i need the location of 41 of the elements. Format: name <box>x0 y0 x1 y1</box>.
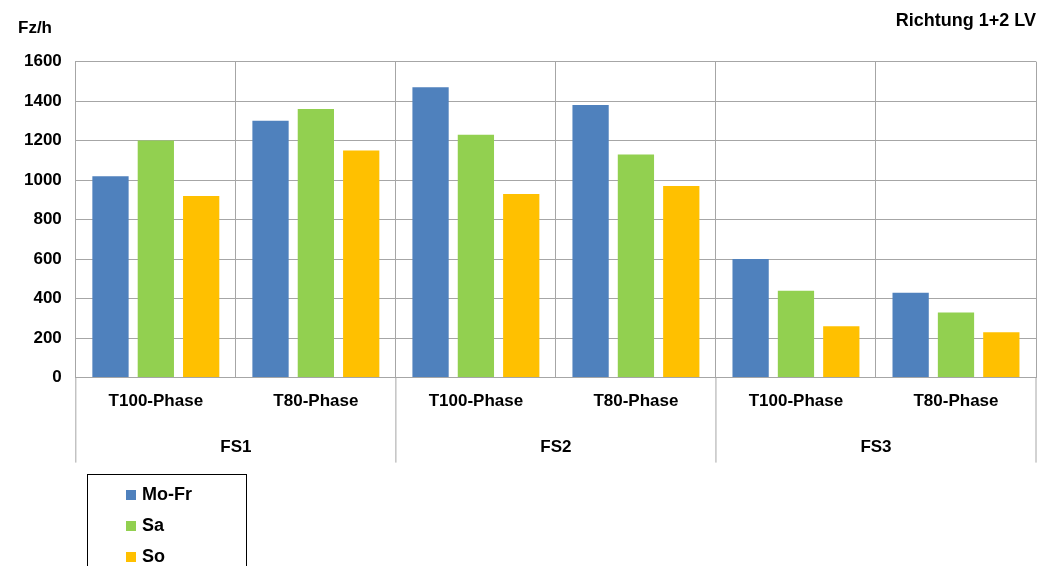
y-tick-label: 1400 <box>23 90 62 110</box>
x-tick-label: T80-Phase <box>913 391 999 411</box>
x-tick-label: T80-Phase <box>593 391 679 411</box>
bar <box>412 87 449 378</box>
x-tick-label: T100-Phase <box>428 391 524 411</box>
bar <box>777 290 815 378</box>
y-tick-label: 400 <box>33 288 62 308</box>
bar <box>92 176 129 378</box>
legend-label: Mo-Fr <box>142 484 192 505</box>
bar <box>343 150 380 378</box>
y-tick-label: 800 <box>33 209 62 229</box>
bar <box>572 105 609 378</box>
bar <box>617 154 655 378</box>
bar <box>663 186 700 378</box>
bar <box>892 292 929 378</box>
bar <box>457 134 495 378</box>
chart-title: Richtung 1+2 LV <box>895 9 1036 30</box>
y-tick-label: 200 <box>33 327 62 347</box>
bar <box>937 312 975 378</box>
y-tick-label: 1200 <box>23 130 62 150</box>
bar <box>297 109 334 378</box>
y-tick-label: 0 <box>52 367 62 387</box>
legend-label: Sa <box>142 515 165 536</box>
bar <box>137 140 174 378</box>
y-tick-label: 1000 <box>23 169 62 189</box>
y-tick-label: 600 <box>33 248 62 268</box>
x-tick-label: T100-Phase <box>748 391 844 411</box>
x-tick-label: T80-Phase <box>273 391 359 411</box>
y-tick-label: 1600 <box>23 51 62 71</box>
text: FS3 <box>860 437 892 457</box>
text: FS1 <box>220 437 252 457</box>
bar <box>503 193 540 378</box>
bar <box>252 120 289 378</box>
text: FS2 <box>540 437 572 457</box>
y-axis-title: Fz/h <box>18 18 52 38</box>
bar <box>732 259 769 378</box>
bar <box>983 332 1020 378</box>
bar <box>823 326 860 378</box>
x-tick-label: T100-Phase <box>108 391 204 411</box>
legend-label: So <box>142 546 166 566</box>
bar <box>183 195 220 378</box>
